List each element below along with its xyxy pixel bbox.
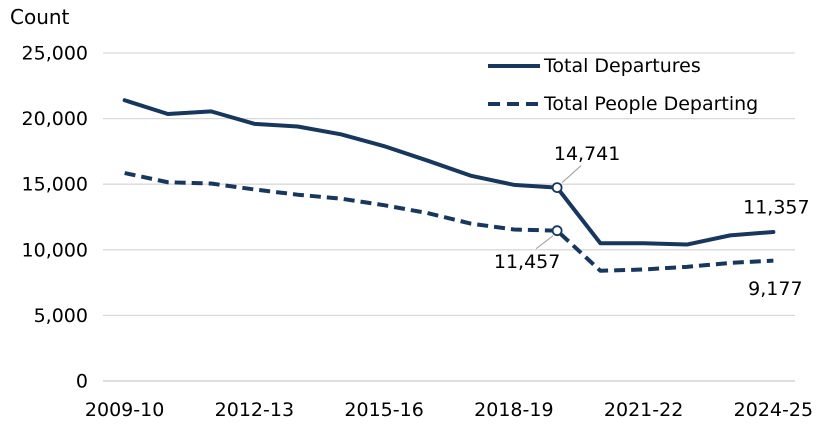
- data-label-11-457: 11,457: [494, 251, 560, 273]
- legend-label-total-departures: Total Departures: [544, 55, 701, 77]
- y-tick-label: 5,000: [34, 305, 88, 327]
- data-point-marker-2019-20: [551, 225, 563, 237]
- data-label-14-741: 14,741: [554, 143, 620, 165]
- series-line-total-departures: [122, 98, 776, 247]
- x-tick-label: 2024-25: [734, 399, 813, 421]
- y-tick-label: 25,000: [22, 43, 88, 65]
- legend-item-total-people-departing: Total People Departing: [487, 92, 758, 116]
- x-tick-label: 2009-10: [85, 399, 164, 421]
- data-point-marker-2019-20: [551, 182, 563, 193]
- x-tick-label: 2012-13: [215, 399, 294, 421]
- y-tick-label: 0: [76, 371, 88, 393]
- series-line-total-people-departing: [124, 171, 774, 273]
- data-label-9-177: 9,177: [748, 278, 802, 300]
- legend: Total Departures Total People Departing: [487, 54, 758, 116]
- x-tick-label: 2018-19: [474, 399, 553, 421]
- x-tick-label: 2015-16: [344, 399, 423, 421]
- y-tick-label: 15,000: [22, 174, 88, 196]
- legend-item-total-departures: Total Departures: [487, 54, 758, 78]
- callout-leader-line: [535, 235, 554, 250]
- y-tick-label: 10,000: [22, 239, 88, 261]
- data-label-11-357: 11,357: [743, 196, 809, 218]
- legend-label-total-people-departing: Total People Departing: [544, 93, 759, 115]
- x-tick-label: 2021-22: [604, 399, 683, 421]
- solid-line-legend-swatch-icon: [488, 64, 540, 68]
- dashed-line-legend-swatch-icon: [488, 102, 540, 106]
- callout-leader-line: [561, 165, 582, 184]
- y-axis-title: Count: [10, 5, 70, 29]
- y-tick-label: 20,000: [22, 108, 88, 130]
